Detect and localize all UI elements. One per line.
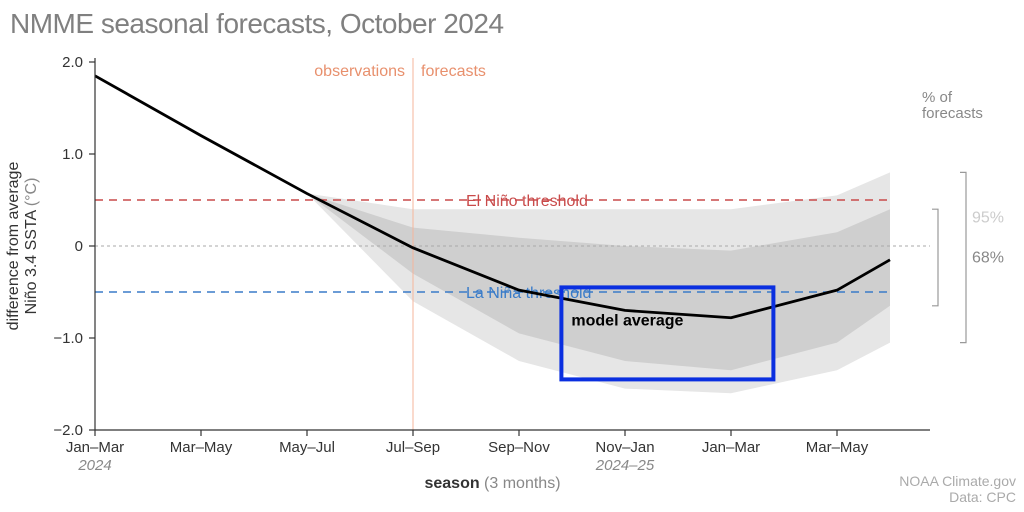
credit-line-1: NOAA Climate.gov [899, 473, 1016, 489]
y-tick-label: −1.0 [53, 330, 83, 347]
el-nino-threshold-label: El Niño threshold [466, 193, 588, 210]
label-68: 68% [972, 250, 1004, 267]
y-tick-label: −2.0 [53, 422, 83, 439]
x-tick-label: Jul–Sep [386, 439, 440, 456]
x-tick-label: Nov–Jan [595, 439, 654, 456]
x-tick-label: Mar–May [170, 439, 233, 456]
observations-label: observations [314, 63, 405, 80]
x-tick-label: Jan–Mar [702, 439, 760, 456]
forecast-percent-header: % offorecasts [922, 89, 983, 122]
x-axis-title: season (3 months) [424, 475, 560, 492]
y-tick-label: 0 [75, 238, 83, 255]
x-tick-label: Sep–Nov [488, 439, 550, 456]
x-tick-label: Jan–Mar [66, 439, 124, 456]
bracket-95 [960, 172, 966, 342]
x-year-label: 2024–25 [595, 457, 655, 474]
model-average-label: model average [571, 312, 683, 329]
x-tick-label: Mar–May [806, 439, 869, 456]
chart-title: NMME seasonal forecasts, October 2024 [10, 8, 504, 40]
chart-svg: El Niño thresholdLa Niña thresholdobserv… [0, 0, 1024, 512]
y-axis-title: difference from averageNiño 3.4 SSTA (°C… [5, 162, 40, 331]
y-tick-label: 2.0 [62, 54, 83, 71]
bracket-68 [932, 209, 938, 306]
nmme-chart: NMME seasonal forecasts, October 2024 El… [0, 0, 1024, 512]
x-tick-label: May–Jul [279, 439, 335, 456]
forecasts-label: forecasts [421, 63, 486, 80]
label-95: 95% [972, 210, 1004, 227]
credit-line-2: Data: CPC [949, 489, 1016, 505]
y-tick-label: 1.0 [62, 146, 83, 163]
x-year-label: 2024 [77, 457, 111, 474]
